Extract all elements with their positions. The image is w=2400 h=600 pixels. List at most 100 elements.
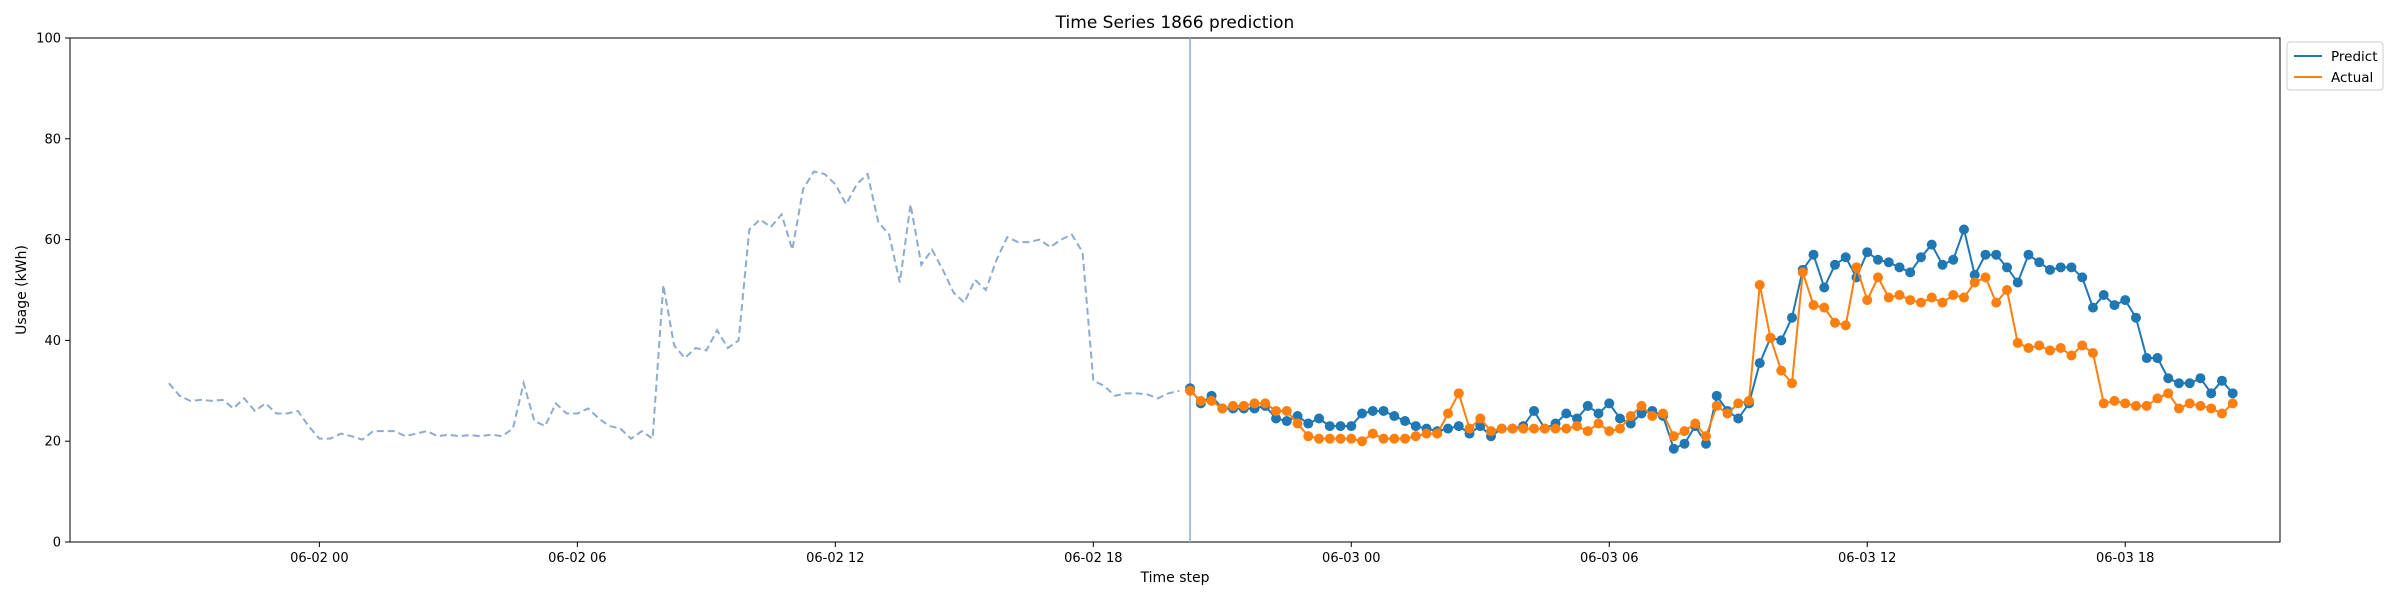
predict-point (2216, 375, 2227, 386)
actual-point (1582, 426, 1593, 437)
actual-point (1195, 395, 1206, 406)
actual-point (2077, 340, 2088, 351)
predict-point (1754, 358, 1765, 369)
actual-point (1260, 398, 1271, 409)
predict-point (1529, 405, 1540, 416)
actual-point (1410, 431, 1421, 442)
predict-point (2184, 378, 2195, 389)
predict-point (2077, 272, 2088, 283)
actual-point (1980, 272, 1991, 283)
predict-point (2141, 353, 2152, 364)
actual-point (1636, 400, 1647, 411)
predict-point (1872, 254, 1883, 265)
actual-point (1249, 398, 1260, 409)
actual-point (1711, 400, 1722, 411)
predict-point (1958, 224, 1969, 235)
predict-point (1905, 267, 1916, 278)
predict-point (1443, 423, 1454, 434)
predict-point (2055, 262, 2066, 273)
predict-point (1582, 400, 1593, 411)
actual-point (2163, 388, 2174, 399)
actual-point (2227, 398, 2238, 409)
actual-point (1776, 365, 1787, 376)
actual-point (1872, 272, 1883, 283)
predict-point (2195, 373, 2206, 384)
actual-point (1486, 426, 1497, 437)
actual-point (1744, 395, 1754, 406)
predict-point (2023, 249, 2034, 260)
predict-point (1314, 413, 1325, 424)
predict-point (2001, 262, 2012, 273)
x-axis: 06-02 00 06-02 06 06-02 12 06-02 18 06-03 00… (290, 542, 2154, 566)
actual-point (1701, 431, 1711, 442)
predict-point (1453, 421, 1464, 432)
predict-point (1776, 335, 1787, 346)
predict-point (1948, 254, 1959, 265)
predict-point (1271, 413, 1282, 424)
x-tick-label: 06-03 18 (2096, 551, 2154, 566)
actual-point (2109, 395, 2120, 406)
actual-point (1464, 423, 1475, 434)
predict-point (1593, 408, 1604, 419)
actual-point (2012, 337, 2023, 348)
predict-point (1829, 259, 1840, 270)
legend-predict-label: Predict (2331, 49, 2378, 65)
predict-point (2012, 277, 2023, 288)
actual-point (1829, 317, 1840, 328)
y-tick-label: 0 (53, 536, 61, 551)
actual-point (2001, 285, 2012, 295)
predict-point (1668, 443, 1679, 454)
predict-point (2109, 300, 2120, 311)
actual-point (2216, 408, 2227, 419)
predict-point (1303, 418, 1314, 429)
legend: Predict Actual (2286, 41, 2384, 91)
predict-point (2130, 312, 2141, 323)
predict-point (1335, 421, 1346, 432)
predict-point (1367, 405, 1378, 416)
actual-point (1926, 292, 1937, 303)
actual-point (1572, 421, 1583, 432)
predict-point (1894, 262, 1905, 273)
actual-point (1303, 431, 1314, 442)
predict-point (1292, 411, 1303, 421)
actual-point (1840, 320, 1851, 331)
actual-point (1421, 428, 1432, 439)
x-tick-label: 06-02 06 (548, 551, 606, 566)
actual-point (1443, 408, 1454, 419)
predict-point (1636, 408, 1647, 419)
actual-point (1432, 428, 1443, 439)
actual-point (1324, 433, 1335, 444)
predict-point (1969, 269, 1980, 280)
actual-point (1529, 423, 1540, 434)
actual-point (2034, 340, 2045, 351)
predict-point (1281, 416, 1292, 427)
actual-point (1754, 279, 1765, 290)
actual-point (1765, 332, 1776, 343)
predict-point (1701, 438, 1711, 449)
history-series (168, 170, 1180, 441)
actual-point (2130, 400, 2141, 411)
predict-point (1711, 390, 1722, 401)
actual-point (1797, 267, 1808, 278)
x-tick-label: 06-03 06 (1580, 551, 1638, 566)
actual-point (1851, 262, 1862, 273)
actual-point (1668, 431, 1679, 442)
actual-point (1271, 405, 1282, 416)
actual-point (1357, 436, 1368, 447)
predict-point (1679, 438, 1690, 449)
predict-point (1475, 421, 1486, 432)
predict-point (1561, 408, 1572, 419)
actual-point (1625, 411, 1636, 421)
series-actual (1185, 262, 2238, 447)
y-tick-label: 40 (44, 334, 61, 349)
actual-point (1948, 290, 1959, 301)
actual-point (2087, 348, 2098, 358)
x-tick-label: 06-03 12 (1838, 551, 1896, 566)
actual-point (2195, 400, 2206, 411)
actual-point (1389, 433, 1400, 444)
predict-point (1389, 411, 1400, 421)
actual-point (1819, 302, 1830, 313)
predict-point (1572, 413, 1583, 424)
actual-point (1281, 405, 1292, 416)
y-tick-label: 20 (44, 435, 61, 450)
